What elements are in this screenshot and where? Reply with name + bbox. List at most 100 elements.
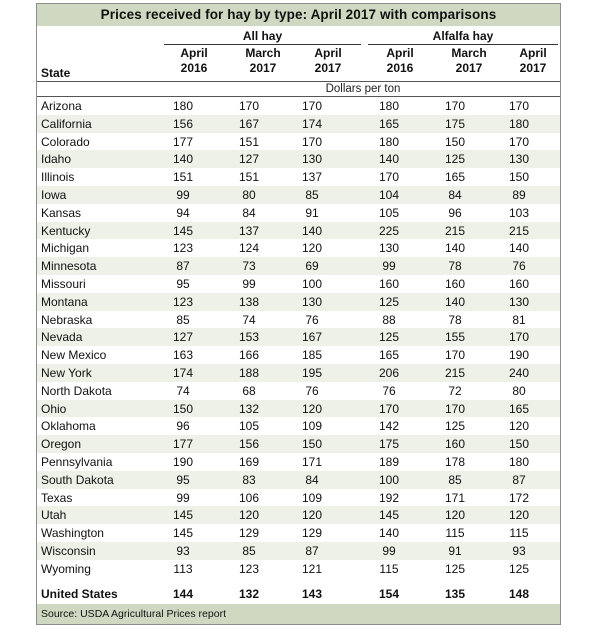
price-cell: 145	[172, 526, 194, 541]
state-name: Oregon	[41, 437, 82, 452]
table-row: Pennsylvania 190 169 171 189 178 180	[37, 453, 560, 471]
price-cell: 74	[176, 383, 190, 398]
price-cell: 68	[242, 383, 256, 398]
price-cell: 180	[172, 99, 194, 113]
price-cell: 91	[448, 543, 462, 558]
price-cell: 125	[444, 561, 466, 576]
price-cell: 170	[301, 134, 323, 149]
price-cell: 115	[509, 526, 529, 541]
price-cell: 95	[176, 276, 190, 291]
price-cell: 105	[238, 419, 260, 434]
price-cell: 151	[172, 170, 194, 185]
price-cell: 120	[508, 508, 530, 523]
price-cell: 129	[238, 526, 260, 541]
price-cell: 156	[238, 437, 260, 452]
price-cell: 137	[301, 170, 323, 185]
price-cell: 140	[301, 223, 323, 238]
total-cell: 144	[172, 587, 194, 601]
group-header-alfalfa-hay: Alfalfa hay	[368, 29, 558, 45]
price-cell: 170	[238, 99, 260, 113]
price-cell: 115	[445, 526, 465, 541]
table-row: Illinois 151 151 137 170 165 150	[37, 168, 560, 186]
state-name: Pennsylvania	[41, 454, 113, 469]
price-cell: 145	[172, 223, 194, 238]
price-cell: 180	[378, 134, 400, 149]
table-title: Prices received for hay by type: April 2…	[37, 4, 560, 26]
price-cell: 225	[378, 223, 400, 238]
price-cell: 85	[448, 472, 462, 487]
price-cell: 167	[301, 330, 323, 345]
price-cell: 138	[238, 294, 260, 309]
state-name: Kentucky	[41, 223, 91, 238]
price-cell: 73	[242, 259, 256, 274]
price-cell: 78	[448, 259, 462, 274]
state-name: California	[41, 116, 92, 131]
table-row: Iowa 99 80 85 104 84 89	[37, 185, 560, 204]
price-cell: 95	[176, 472, 190, 487]
total-cell: 143	[301, 587, 323, 601]
price-cell: 142	[378, 419, 400, 434]
table-row: Wyoming 113 123 121 115 125 125	[37, 560, 560, 578]
units-label: Dollars per ton	[325, 83, 401, 95]
col-year: 2017	[249, 61, 277, 75]
price-cell: 188	[238, 365, 260, 380]
total-cell: 135	[444, 587, 466, 601]
price-cell: 100	[301, 276, 323, 291]
col-month: April	[314, 46, 342, 60]
state-name: Wisconsin	[41, 543, 96, 558]
price-cell: 100	[378, 472, 400, 487]
price-cell: 84	[305, 472, 319, 487]
price-cell: 165	[378, 348, 400, 363]
price-cell: 160	[378, 276, 400, 291]
price-cell: 125	[508, 561, 530, 576]
state-name: New Mexico	[41, 348, 107, 363]
price-cell: 189	[378, 454, 400, 469]
price-cell: 130	[301, 294, 323, 309]
price-cell: 150	[172, 401, 194, 416]
price-cell: 140	[172, 152, 194, 167]
price-cell: 137	[238, 223, 260, 238]
price-cell: 153	[238, 330, 260, 345]
price-cell: 178	[444, 454, 466, 469]
price-cell: 87	[176, 259, 190, 274]
price-cell: 106	[238, 490, 260, 505]
table-row: Michigan 123 124 120 130 140 140	[37, 239, 560, 257]
price-cell: 150	[508, 437, 530, 452]
price-cell: 115	[379, 561, 399, 576]
state-name: Nebraska	[41, 312, 93, 327]
price-cell: 163	[172, 348, 194, 363]
table-row: Missouri 95 99 100 160 160 160	[37, 275, 560, 293]
price-cell: 74	[242, 312, 256, 327]
table-row: New York 174 188 195 206 215 240	[37, 363, 560, 382]
table-row: Arizona 180 170 170 180 170 170	[37, 97, 560, 115]
price-cell: 130	[508, 152, 530, 167]
price-cell: 76	[305, 383, 319, 398]
price-cell: 155	[444, 330, 466, 345]
price-cell: 170	[301, 99, 323, 113]
price-cell: 93	[176, 543, 190, 558]
price-cell: 165	[508, 401, 530, 416]
col-month: April	[180, 46, 208, 60]
price-cell: 125	[444, 152, 466, 167]
price-cell: 84	[448, 187, 462, 202]
price-cell: 177	[172, 134, 194, 149]
state-name: Minnesota	[41, 259, 97, 274]
price-cell: 123	[238, 561, 260, 576]
price-cell: 120	[301, 401, 323, 416]
price-cell: 170	[444, 401, 466, 416]
price-cell: 240	[508, 365, 530, 380]
total-cell: 148	[508, 587, 530, 601]
col-year: 2016	[180, 61, 208, 75]
col-year: 2017	[519, 61, 547, 75]
price-cell: 85	[176, 312, 190, 327]
price-cell: 93	[512, 543, 526, 558]
state-name: Wyoming	[41, 561, 91, 576]
price-cell: 215	[444, 365, 466, 380]
col-header-alfalfa-apr-2016: April 2016	[370, 46, 430, 76]
price-cell: 109	[301, 490, 323, 505]
total-cell: 132	[238, 587, 260, 601]
price-cell: 174	[301, 116, 323, 131]
table-row: New Mexico 163 166 185 165 170 190	[37, 346, 560, 364]
total-state: United States	[41, 587, 118, 601]
price-cell: 85	[242, 543, 256, 558]
